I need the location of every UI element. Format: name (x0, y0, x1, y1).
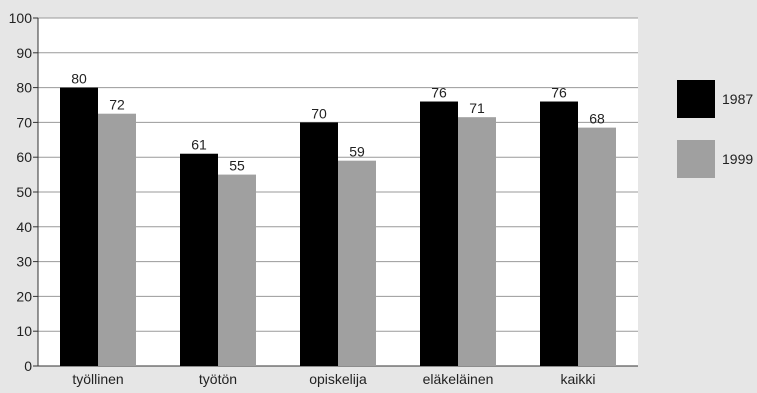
y-axis-ticks: 0 10 20 30 40 50 60 70 80 90 100 (9, 10, 38, 374)
bar-1999 (578, 127, 616, 367)
y-tick-label: 100 (9, 10, 33, 26)
legend-swatch-1999 (677, 140, 715, 178)
data-labels: 80 72 61 55 70 59 76 71 76 68 (71, 71, 605, 174)
y-tick-label: 80 (16, 80, 32, 96)
data-label: 61 (191, 137, 207, 153)
x-tick-label: työtön (199, 371, 237, 387)
x-tick-label: kaikki (560, 371, 595, 387)
y-tick-label: 30 (16, 254, 32, 270)
legend-swatch-1987 (677, 80, 715, 118)
x-tick-label: eläkeläinen (423, 371, 494, 387)
bar-1987 (180, 153, 218, 366)
data-label: 55 (229, 158, 245, 174)
y-tick-label: 70 (16, 114, 32, 130)
data-label: 68 (589, 111, 605, 127)
y-tick-label: 20 (16, 288, 32, 304)
x-tick-label: työllinen (72, 371, 123, 387)
data-label: 76 (431, 85, 447, 101)
data-label: 80 (71, 71, 87, 87)
x-tick-label: opiskelija (309, 371, 367, 387)
y-tick-label: 0 (24, 358, 32, 374)
data-label: 70 (311, 105, 327, 121)
bar-1987 (300, 122, 338, 367)
y-tick-label: 40 (16, 219, 32, 235)
y-tick-label: 10 (16, 323, 32, 339)
bar-1999 (338, 160, 376, 366)
bar-1999 (98, 113, 136, 366)
bars (60, 87, 616, 367)
bar-1987 (420, 101, 458, 367)
y-tick-label: 90 (16, 45, 32, 61)
x-axis-ticks: työllinen työtön opiskelija eläkeläinen kaik… (72, 371, 595, 387)
legend-label: 1987 (722, 91, 753, 107)
data-label: 59 (349, 144, 365, 160)
legend: 1987 1999 (677, 80, 753, 178)
data-label: 76 (551, 85, 567, 101)
y-tick-label: 60 (16, 149, 32, 165)
data-label: 72 (109, 97, 125, 113)
bar-1999 (218, 174, 256, 366)
legend-label: 1999 (722, 151, 753, 167)
y-tick-label: 50 (16, 184, 32, 200)
bar-1999 (458, 117, 496, 367)
data-label: 71 (469, 100, 485, 116)
bar-1987 (60, 87, 98, 366)
bar-1987 (540, 101, 578, 367)
